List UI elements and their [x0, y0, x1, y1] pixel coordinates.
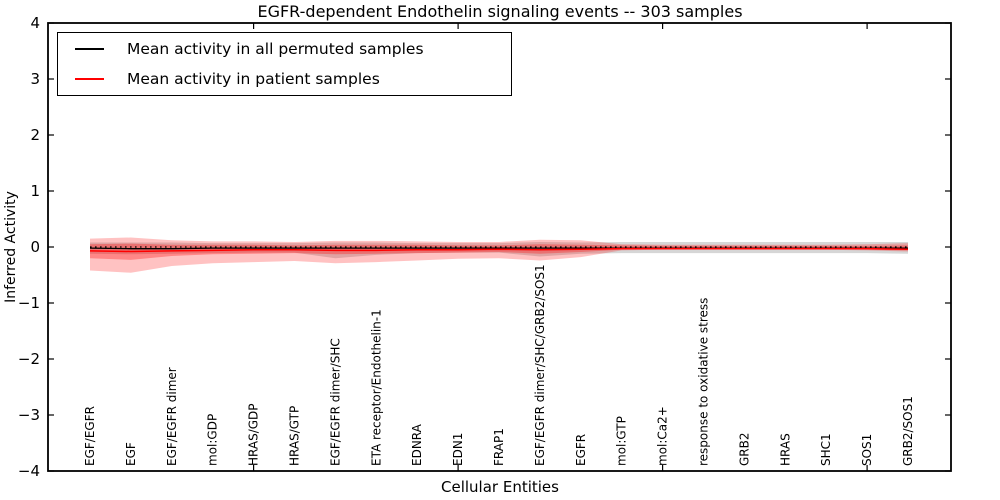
band-patient-samples-range-outer — [90, 237, 908, 273]
y-tick-label: −3 — [18, 406, 40, 424]
permuted-line-swatch-icon — [75, 48, 104, 51]
x-category-label: EDN1 — [451, 433, 465, 466]
x-category-label: mol:Ca2+ — [656, 406, 670, 466]
y-axis-label: Inferred Activity — [3, 191, 19, 303]
chart-title: EGFR-dependent Endothelin signaling even… — [257, 2, 743, 21]
legend-item-permuted: Mean activity in all permuted samples — [58, 36, 511, 62]
series-line-1 — [89, 247, 909, 253]
y-tick-label: 1 — [30, 182, 40, 200]
x-category-label: EDNRA — [410, 423, 424, 466]
legend-label: Mean activity in all permuted samples — [127, 40, 424, 59]
x-category-label: HRAS/GDP — [247, 403, 261, 466]
legend-box: Mean activity in all permuted samples Me… — [57, 32, 512, 96]
y-tick-label: −1 — [18, 294, 40, 312]
x-category-label: ETA receptor/Endothelin-1 — [369, 309, 383, 466]
x-category-label: SHC1 — [819, 433, 833, 466]
band-permuted-samples-range — [90, 241, 908, 259]
x-category-label: EGF/EGFR dimer — [165, 367, 179, 466]
legend-item-patient: Mean activity in patient samples — [58, 66, 511, 92]
x-axis-label: Cellular Entities — [441, 478, 559, 496]
y-tick-label: −2 — [18, 350, 40, 368]
y-tick-label: 2 — [30, 126, 40, 144]
y-tick-label: 3 — [30, 70, 40, 88]
patient-line-swatch-icon — [75, 77, 104, 80]
y-tick-label: 4 — [30, 14, 40, 32]
x-category-label: EGF — [124, 442, 138, 466]
x-category-label: SOS1 — [860, 434, 874, 466]
x-category-label: HRAS/GTP — [288, 406, 302, 466]
y-tick-label: −4 — [18, 462, 40, 480]
x-category-label: HRAS — [778, 433, 792, 466]
x-category-label: GRB2/SOS1 — [901, 396, 915, 466]
x-category-label: EGF/EGFR — [83, 406, 97, 466]
x-category-label: EGFR — [574, 434, 588, 466]
x-category-label: FRAP1 — [492, 428, 506, 466]
x-category-label: mol:GDP — [206, 414, 220, 466]
x-category-label: mol:GTP — [615, 416, 629, 466]
x-category-label: GRB2 — [737, 432, 751, 466]
x-category-label: EGF/EGFR dimer/SHC/GRB2/SOS1 — [533, 264, 547, 466]
legend-label: Mean activity in patient samples — [127, 69, 380, 88]
x-category-label: response to oxidative stress — [697, 298, 711, 466]
y-tick-label: 0 — [30, 238, 40, 256]
x-category-label: EGF/EGFR dimer/SHC — [328, 338, 342, 466]
